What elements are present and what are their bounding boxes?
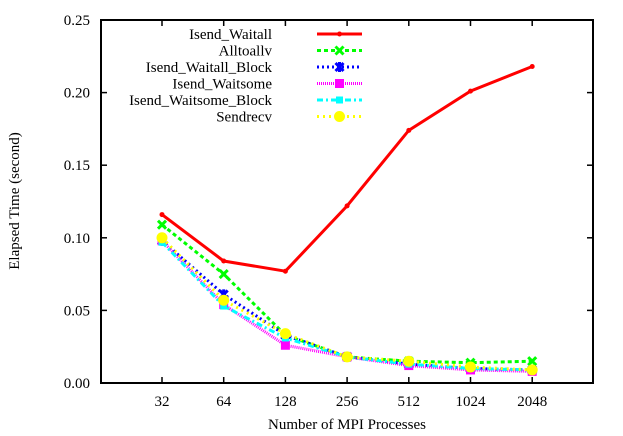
x-tick-label: 256 bbox=[336, 394, 359, 410]
y-tick-label: 0.10 bbox=[64, 231, 90, 247]
legend-label: Alltoallv bbox=[219, 44, 273, 60]
legend-label: Isend_Waitsome_Block bbox=[129, 93, 272, 109]
x-tick-label: 32 bbox=[155, 394, 170, 410]
y-tick-label: 0.05 bbox=[64, 303, 90, 319]
x-tick-label: 2048 bbox=[517, 394, 547, 410]
y-axis-label: Elapsed Time (second) bbox=[7, 132, 23, 269]
series-isend-waitall bbox=[159, 63, 535, 274]
y-tick-label: 0.00 bbox=[64, 376, 90, 392]
series-group bbox=[156, 63, 538, 376]
legend: Isend_WaitallAlltoallvIsend_Waitall_Bloc… bbox=[129, 27, 362, 126]
x-axis-label: Number of MPI Processes bbox=[268, 417, 426, 433]
series-sendrecv bbox=[156, 232, 538, 376]
axes: 0.00 0.05 0.10 0.15 0.20 0.25 32 64 128 256 512 102… bbox=[64, 13, 594, 410]
legend-label: Isend_Waitall_Block bbox=[146, 60, 273, 76]
legend-label: Sendrecv bbox=[216, 110, 272, 126]
legend-label: Isend_Waitsome bbox=[172, 77, 272, 93]
x-tick-label: 128 bbox=[274, 394, 297, 410]
y-tick-label: 0.25 bbox=[64, 13, 90, 29]
y-tick-label: 0.20 bbox=[64, 86, 90, 102]
y-tick-label: 0.15 bbox=[64, 158, 90, 174]
x-tick-label: 64 bbox=[216, 394, 232, 410]
x-tick-label: 1024 bbox=[456, 394, 487, 410]
legend-label: Isend_Waitall bbox=[189, 27, 272, 43]
x-tick-label: 512 bbox=[398, 394, 421, 410]
